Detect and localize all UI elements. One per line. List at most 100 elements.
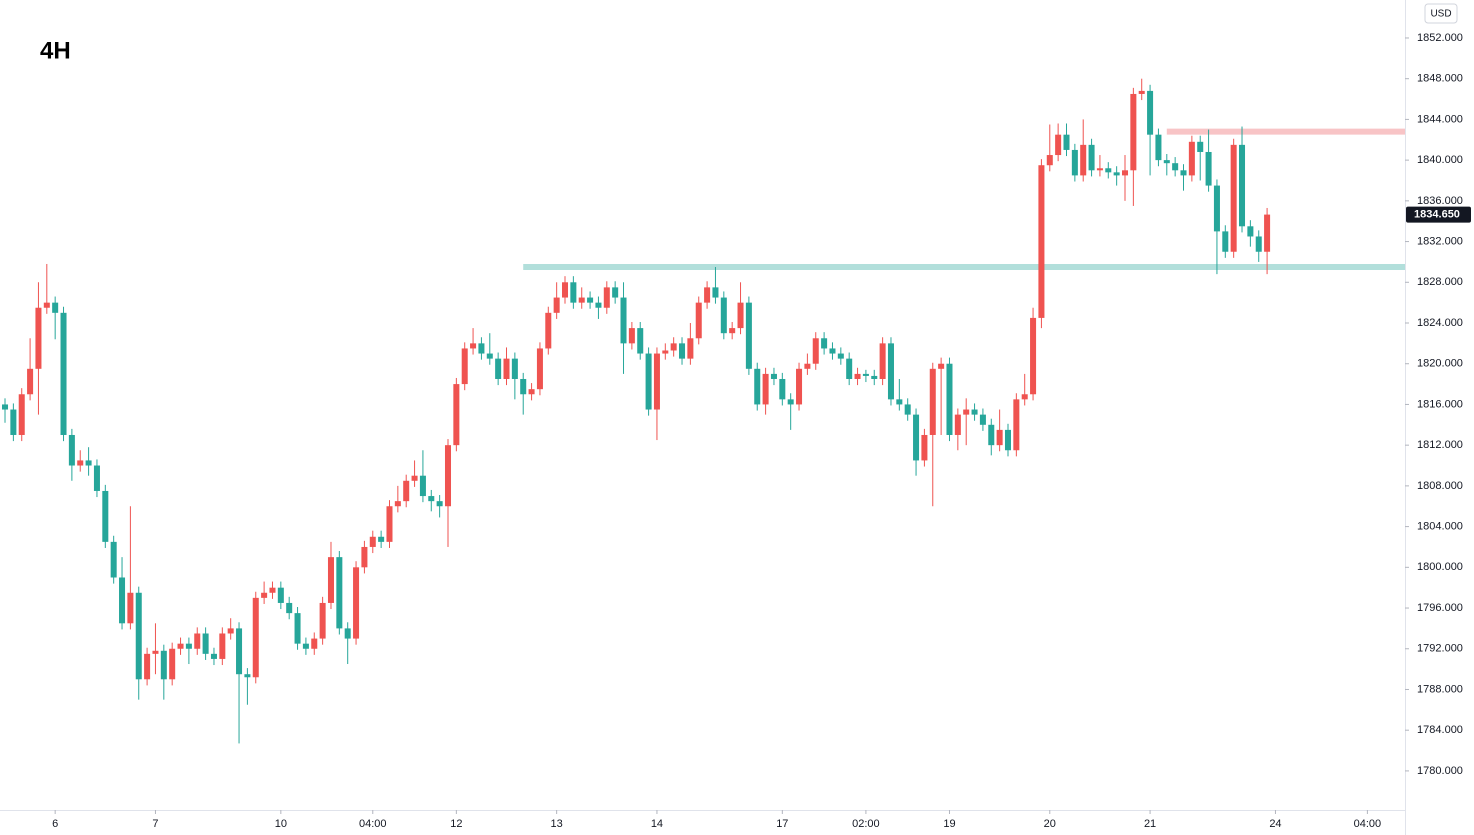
candle-body [1080, 144, 1087, 176]
candle-body [1188, 141, 1195, 176]
x-tick-label: 17 [776, 818, 788, 830]
currency-box[interactable] [1424, 3, 1458, 24]
candle-body [478, 343, 485, 354]
candle-body [879, 343, 886, 379]
candle-body [18, 394, 25, 435]
candle-body [562, 282, 569, 298]
candle-body [344, 628, 351, 639]
y-tick-label: 1848.000 [1417, 73, 1463, 85]
candle-body [160, 650, 167, 680]
candle-body [2, 404, 9, 410]
candle-body [921, 434, 928, 461]
candle-body [461, 348, 468, 385]
candle-body [302, 643, 309, 649]
candle-body [1063, 134, 1070, 150]
candle-body [261, 592, 268, 598]
candle-body [946, 363, 953, 435]
candle-body [319, 602, 326, 639]
currency-label[interactable]: USD [1430, 9, 1451, 20]
candle-body [1021, 394, 1028, 400]
candle-body [846, 358, 853, 379]
y-tick-label: 1820.000 [1417, 358, 1463, 370]
candle-body [1172, 163, 1179, 171]
x-tick-label: 10 [275, 818, 287, 830]
y-tick-label: 1808.000 [1417, 480, 1463, 492]
candle-body [269, 587, 276, 593]
candle-body [1255, 236, 1262, 252]
candle-body [419, 475, 426, 497]
candle-body [503, 358, 510, 379]
candle-body [1130, 93, 1137, 171]
candle-body [93, 465, 100, 491]
candle-body [210, 653, 217, 659]
candle-body [369, 536, 376, 547]
candle-body [988, 424, 995, 446]
candle-body [754, 368, 761, 405]
chart-title: 4H [40, 37, 71, 64]
y-tick-label: 1816.000 [1417, 398, 1463, 410]
candle-body [495, 358, 502, 379]
candle-body [587, 297, 594, 303]
candle-body [670, 343, 677, 351]
y-tick-label: 1852.000 [1417, 32, 1463, 44]
candle-body [1205, 151, 1212, 186]
y-tick-label: 1836.000 [1417, 195, 1463, 207]
candle-body [353, 567, 360, 639]
candle-body [27, 368, 34, 395]
candle-body [545, 312, 552, 349]
candle-body [603, 287, 610, 308]
candle-body [43, 302, 50, 308]
candle-body [1222, 231, 1229, 252]
candle-body [10, 409, 17, 435]
x-tick-label: 12 [450, 818, 462, 830]
x-tick-label: 19 [943, 818, 955, 830]
candle-body [1264, 214, 1271, 252]
y-tick-label: 1792.000 [1417, 643, 1463, 655]
candle-body [929, 368, 936, 435]
candle-body [1121, 170, 1129, 176]
candle-body [152, 650, 159, 654]
y-tick-label: 1788.000 [1417, 683, 1463, 695]
candle-body [169, 648, 176, 680]
last-price-tag [1406, 206, 1471, 223]
candle-body [327, 557, 334, 603]
candle-body [52, 302, 59, 313]
candle-body [729, 328, 736, 334]
candle-body [1013, 399, 1020, 451]
candle-body [444, 445, 452, 507]
x-tick-label: 14 [651, 818, 663, 830]
y-tick-label: 1800.000 [1417, 561, 1463, 573]
y-tick-label: 1804.000 [1417, 521, 1463, 533]
candle-body [378, 536, 385, 542]
candle-body [637, 328, 644, 354]
x-tick-label: 20 [1044, 818, 1056, 830]
y-tick-label: 1796.000 [1417, 602, 1463, 614]
candle-body [645, 353, 652, 410]
candle-body [1004, 429, 1011, 451]
candle-body [612, 287, 619, 298]
candle-body [436, 501, 443, 507]
y-tick-label: 1780.000 [1417, 765, 1463, 777]
candle-body [595, 302, 602, 308]
candle-body [135, 592, 142, 680]
candle-body [486, 353, 493, 359]
candle-body [127, 592, 134, 624]
candle-body [311, 638, 318, 649]
candle-body [394, 501, 401, 507]
candle-body [68, 434, 75, 466]
candle-body [570, 282, 577, 303]
x-tick-label: 04:00 [359, 818, 387, 830]
candle-body [1088, 144, 1095, 171]
candle-body [361, 546, 368, 568]
candle-body [779, 378, 786, 400]
candle-body [720, 297, 727, 334]
candle-body [252, 597, 259, 678]
candle-body [102, 490, 109, 542]
candle-body [1071, 149, 1078, 176]
candle-body [804, 363, 811, 369]
x-tick-label: 04:00 [1354, 818, 1382, 830]
x-tick-label: 02:00 [852, 818, 880, 830]
y-tick-label: 1828.000 [1417, 276, 1463, 288]
